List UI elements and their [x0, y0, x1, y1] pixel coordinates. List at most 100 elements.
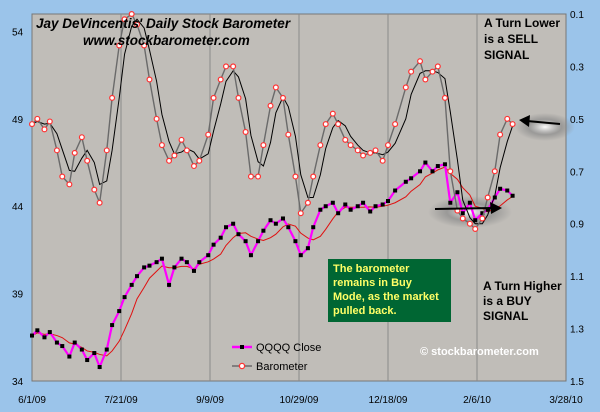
qqqq-close-point [172, 265, 177, 270]
barometer-point [417, 58, 424, 65]
barometer-point [509, 121, 516, 128]
qqqq-close-point [430, 169, 435, 174]
barometer-point [479, 215, 486, 222]
qqqq-close-point [142, 265, 147, 270]
qqqq-close-point [110, 323, 115, 328]
barometer-point [385, 142, 392, 149]
qqqq-close-point [330, 200, 335, 205]
barometer-point [59, 173, 66, 180]
barometer-point [392, 121, 399, 128]
barometer-point [285, 131, 292, 138]
qqqq-close-point [318, 207, 323, 212]
note-line: pulled back. [333, 305, 397, 317]
chart-subtitle: www.stockbarometer.com [83, 33, 250, 48]
qqqq-close-point [30, 333, 34, 338]
qqqq-close-point [403, 179, 408, 184]
buy-annotation-line1: A Turn Higher [483, 279, 562, 293]
barometer-point [146, 76, 153, 83]
right-tick-label: 1.5 [570, 377, 584, 388]
qqqq-close-point [184, 260, 189, 265]
qqqq-close-point [104, 347, 109, 352]
barometer-point [71, 149, 78, 156]
x-tick-label: 9/9/09 [196, 395, 224, 406]
watermark: © stockbarometer.com [420, 346, 539, 358]
barometer-point [103, 147, 110, 154]
x-tick-label: 10/29/09 [280, 395, 319, 406]
x-tick-label: 6/1/09 [18, 395, 46, 406]
sell-signal-highlight [515, 113, 575, 141]
qqqq-close-point [448, 200, 453, 205]
qqqq-close-point [35, 328, 40, 333]
barometer-point [109, 94, 116, 101]
barometer-point [408, 68, 415, 75]
qqqq-close-point [418, 169, 423, 174]
qqqq-close-point [460, 211, 465, 216]
note-line: remains in Buy [333, 277, 413, 289]
buy-annotation-line3: SIGNAL [483, 309, 528, 323]
note-box [328, 259, 451, 322]
qqqq-close-point [129, 282, 134, 287]
sell-annotation-line1: A Turn Lower [484, 16, 560, 30]
qqqq-close-point [248, 253, 253, 258]
barometer-point [158, 142, 165, 149]
qqqq-close-point [117, 309, 122, 314]
buy-arrow [434, 202, 502, 214]
series-layer [29, 11, 516, 371]
barometer-point [223, 63, 230, 70]
qqqq-close-point [218, 235, 223, 240]
barometer-point [91, 186, 98, 193]
left-tick-label: 49 [12, 115, 24, 126]
sell-annotation-line2: is a SELL [484, 32, 538, 46]
right-tick-label: 0.1 [570, 10, 584, 21]
barometer-point [434, 63, 441, 70]
left-axis-ticks: 34 39 44 49 54 [12, 27, 24, 388]
barometer-point [497, 131, 504, 138]
qqqq-close-point [211, 242, 216, 247]
right-tick-label: 0.3 [570, 62, 584, 73]
barometer-point [310, 173, 317, 180]
barometer-point [267, 102, 274, 109]
qqqq-close-point [293, 239, 298, 244]
qqqq-close-point [409, 176, 414, 181]
qqqq-close-point [355, 204, 360, 209]
qqqq-close-point [348, 207, 353, 212]
qqqq-close-point [343, 202, 348, 207]
barometer-point [196, 157, 203, 164]
barometer-point [78, 134, 85, 141]
barometer-point [66, 181, 73, 188]
barometer-point [141, 42, 148, 49]
qqqq-close-point [467, 200, 472, 205]
x-axis-ticks: 6/1/09 7/21/09 9/9/09 10/29/09 12/18/09 2/6/1… [18, 395, 583, 406]
barometer-point [247, 173, 254, 180]
barometer-point [279, 94, 286, 101]
barometer-point [342, 136, 349, 143]
qqqq-close-point [236, 232, 241, 237]
qqqq-close-point [268, 218, 273, 223]
barometer-point [178, 136, 185, 143]
barometer-point [329, 110, 336, 117]
left-tick-label: 39 [12, 290, 24, 301]
qqqq-close-point [393, 188, 398, 193]
qqqq-close-point [67, 354, 72, 359]
qqqq-close-point [60, 344, 65, 349]
qqqq-close-point [368, 209, 373, 214]
barometer-point [134, 21, 141, 28]
x-tick-label: 3/28/10 [549, 395, 583, 406]
barometer-point [354, 147, 361, 154]
qqqq-close-point [197, 260, 202, 265]
legend-label-qqqq: QQQQ Close [256, 342, 321, 354]
qqqq-close-point [72, 340, 77, 345]
qqqq-close-point [305, 246, 310, 251]
qqqq-close-point [42, 335, 47, 340]
barometer-point [422, 76, 429, 83]
barometer-point [210, 94, 217, 101]
barometer-point [297, 210, 304, 217]
legend-item-qqqq: QQQQ Close [232, 342, 321, 354]
barometer-point [272, 84, 279, 91]
qqqq-close-point [485, 207, 490, 212]
qqqq-close-point [386, 198, 390, 203]
right-tick-label: 1.3 [570, 325, 584, 336]
qqqq-close-point [435, 164, 440, 169]
